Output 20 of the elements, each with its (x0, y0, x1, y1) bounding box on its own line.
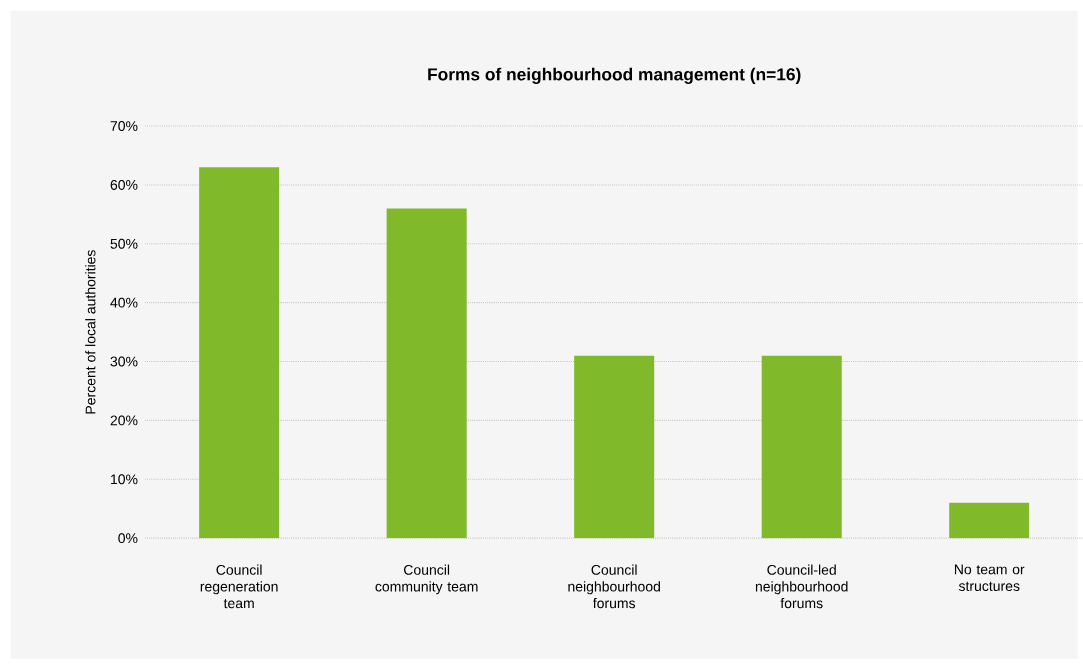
bar (949, 502, 1030, 539)
y-tick-label: 20% (110, 415, 138, 426)
y-axis-title: Percent of local authorities (85, 250, 96, 414)
y-tick-label: 70% (110, 121, 138, 132)
y-tick-label: 40% (110, 297, 138, 308)
bar (386, 208, 467, 539)
x-tick-label: Council regeneration team (200, 564, 278, 609)
y-tick-label: 10% (111, 474, 138, 485)
bar (761, 355, 842, 539)
bar (574, 355, 655, 539)
x-tick-label: No team or structures (954, 564, 1025, 592)
y-tick-label: 30% (110, 356, 138, 367)
y-tick-label: 50% (110, 238, 138, 249)
y-tick-label: 0% (118, 533, 138, 544)
chart-title: Forms of neighbourhood management (n=16) (428, 67, 801, 85)
x-tick-label: Council community team (375, 564, 478, 595)
bar (199, 167, 280, 539)
y-tick-label: 60% (110, 180, 138, 190)
x-tick-label: Council neighbourhood forums (568, 564, 660, 609)
x-tick-label: Council-led neighbourhood forums (755, 564, 848, 609)
